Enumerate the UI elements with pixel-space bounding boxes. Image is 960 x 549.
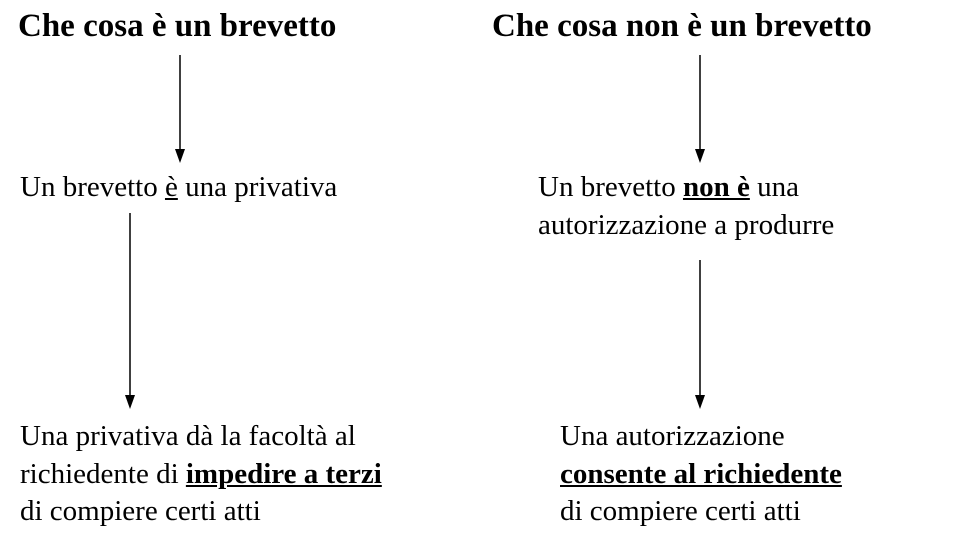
left-heading: Che cosa è un brevetto <box>18 8 336 45</box>
left-bottom-line1: Una privativa dà la facoltà al <box>20 418 382 456</box>
left-mid-underline: è <box>165 171 178 203</box>
right-mid-pre: Un brevetto <box>538 171 683 203</box>
left-mid-post: una privativa <box>178 171 337 203</box>
right-bottom-line3: di compiere certi atti <box>560 493 842 531</box>
left-mid-text: Un brevetto è una privativa <box>20 169 337 207</box>
arrow-right-top <box>693 55 707 163</box>
right-bottom-line1: Una autorizzazione <box>560 418 842 456</box>
right-bottom-text: Una autorizzazione consente al richieden… <box>560 418 842 531</box>
arrow-right-bottom <box>693 260 707 409</box>
right-mid-text: Un brevetto non è una autorizzazione a p… <box>538 169 834 244</box>
left-bottom-line3: di compiere certi atti <box>20 493 382 531</box>
left-bottom-line2-pre: richiedente di <box>20 458 186 490</box>
left-bottom-text: Una privativa dà la facoltà al richieden… <box>20 418 382 531</box>
left-mid-pre: Un brevetto <box>20 171 165 203</box>
arrow-left-top <box>173 55 187 163</box>
arrow-left-bottom <box>123 213 137 409</box>
right-mid-line2: autorizzazione a produrre <box>538 207 834 245</box>
left-bottom-line2-bold-underline: impedire a terzi <box>186 458 382 490</box>
right-mid-post: una <box>750 171 799 203</box>
right-bottom-line2: consente al richiedente <box>560 456 842 494</box>
right-heading: Che cosa non è un brevetto <box>492 8 872 45</box>
right-mid-bold-underline: non è <box>683 171 750 203</box>
